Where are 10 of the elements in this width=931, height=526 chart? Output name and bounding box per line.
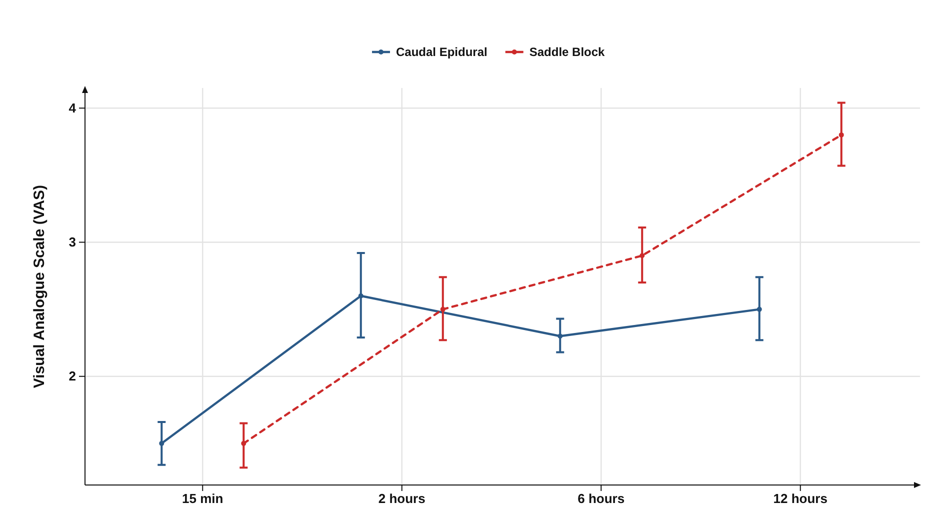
y-tick-label: 3: [68, 234, 76, 250]
legend-label: Caudal Epidural: [396, 45, 488, 60]
x-tick-label: 6 hours: [578, 491, 625, 506]
x-tick-label: 12 hours: [773, 491, 828, 506]
y-tick-label: 4: [68, 100, 77, 116]
x-tick-label: 15 min: [182, 491, 224, 506]
y-axis-title: Visual Analogue Scale (VAS): [31, 184, 48, 388]
x-tick-label: 2 hours: [378, 491, 426, 506]
y-tick-label: 2: [68, 368, 76, 384]
legend-label: Saddle Block: [529, 45, 606, 60]
